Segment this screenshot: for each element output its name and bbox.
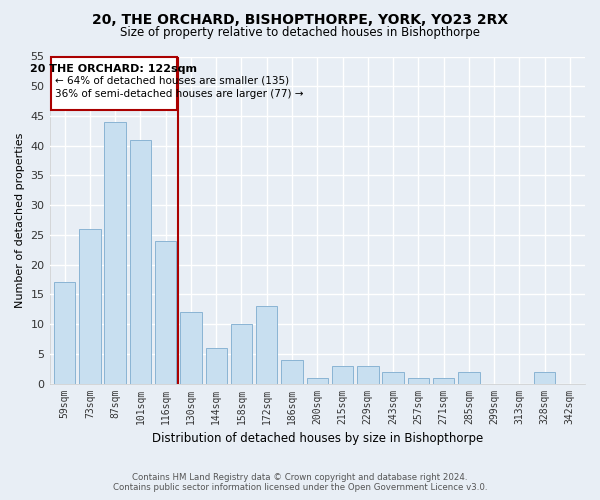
Text: ← 64% of detached houses are smaller (135): ← 64% of detached houses are smaller (13…: [55, 76, 289, 86]
Bar: [155, 241, 176, 384]
Bar: [256, 306, 277, 384]
Bar: [180, 312, 202, 384]
Bar: [357, 366, 379, 384]
Text: 20, THE ORCHARD, BISHOPTHORPE, YORK, YO23 2RX: 20, THE ORCHARD, BISHOPTHORPE, YORK, YO2…: [92, 12, 508, 26]
Bar: [54, 282, 76, 384]
Text: Size of property relative to detached houses in Bishopthorpe: Size of property relative to detached ho…: [120, 26, 480, 39]
Bar: [407, 378, 429, 384]
Bar: [281, 360, 303, 384]
Y-axis label: Number of detached properties: Number of detached properties: [15, 132, 25, 308]
Bar: [231, 324, 252, 384]
Bar: [534, 372, 556, 384]
X-axis label: Distribution of detached houses by size in Bishopthorpe: Distribution of detached houses by size …: [152, 432, 483, 445]
Bar: [206, 348, 227, 384]
Bar: [458, 372, 479, 384]
Bar: [382, 372, 404, 384]
Text: 20 THE ORCHARD: 122sqm: 20 THE ORCHARD: 122sqm: [31, 64, 197, 74]
Bar: [433, 378, 454, 384]
FancyBboxPatch shape: [51, 56, 177, 110]
Bar: [307, 378, 328, 384]
Bar: [104, 122, 126, 384]
Text: 36% of semi-detached houses are larger (77) →: 36% of semi-detached houses are larger (…: [55, 89, 303, 99]
Bar: [130, 140, 151, 384]
Bar: [332, 366, 353, 384]
Bar: [79, 229, 101, 384]
Text: Contains HM Land Registry data © Crown copyright and database right 2024.
Contai: Contains HM Land Registry data © Crown c…: [113, 473, 487, 492]
